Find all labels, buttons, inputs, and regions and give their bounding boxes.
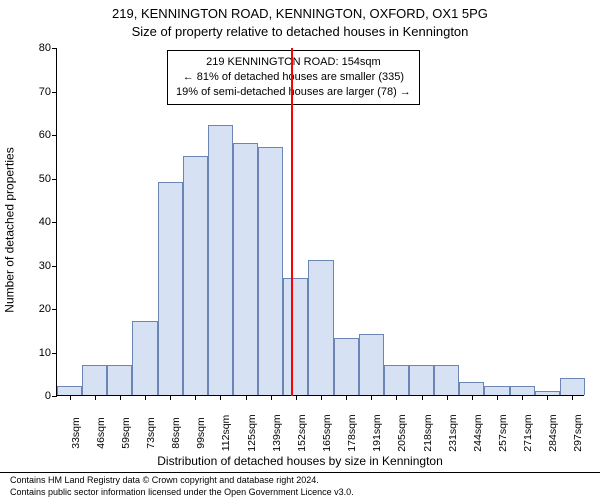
reference-line <box>291 48 293 396</box>
x-tick-mark <box>70 395 71 400</box>
x-tick-mark <box>271 395 272 400</box>
x-tick-mark <box>522 395 523 400</box>
x-tick-mark <box>422 395 423 400</box>
x-tick-mark <box>195 395 196 400</box>
x-tick-mark <box>145 395 146 400</box>
histogram-bar <box>183 156 208 395</box>
x-tick-label: 244sqm <box>472 408 484 458</box>
legend-line-1: 219 KENNINGTON ROAD: 154sqm <box>176 55 411 70</box>
histogram-bar <box>384 365 409 395</box>
x-tick-mark <box>447 395 448 400</box>
histogram-bar <box>233 143 258 395</box>
x-tick-label: 257sqm <box>497 408 509 458</box>
x-tick-label: 165sqm <box>321 408 333 458</box>
y-tick-label: 70 <box>23 86 51 98</box>
legend-line-3: 19% of semi-detached houses are larger (… <box>176 85 411 100</box>
y-tick-label: 60 <box>23 129 51 141</box>
histogram-bar <box>308 260 333 395</box>
x-tick-label: 271sqm <box>522 408 534 458</box>
x-tick-label: 205sqm <box>396 408 408 458</box>
y-tick-mark <box>52 353 57 354</box>
footer-line-1: Contains HM Land Registry data © Crown c… <box>10 475 600 486</box>
x-tick-label: 112sqm <box>220 408 232 458</box>
x-tick-mark <box>170 395 171 400</box>
x-tick-mark <box>120 395 121 400</box>
histogram-bar <box>459 382 484 395</box>
y-axis-label: Number of detached properties <box>2 0 18 460</box>
histogram-bar <box>510 386 535 395</box>
x-tick-label: 86sqm <box>170 408 182 458</box>
histogram-bar <box>258 147 283 395</box>
chart-container: 219, KENNINGTON ROAD, KENNINGTON, OXFORD… <box>0 0 600 500</box>
x-tick-label: 139sqm <box>271 408 283 458</box>
y-tick-mark <box>52 92 57 93</box>
x-tick-label: 178sqm <box>346 408 358 458</box>
y-tick-label: 40 <box>23 216 51 228</box>
x-tick-mark <box>371 395 372 400</box>
x-tick-mark <box>296 395 297 400</box>
x-tick-mark <box>497 395 498 400</box>
y-tick-label: 10 <box>23 347 51 359</box>
title-address: 219, KENNINGTON ROAD, KENNINGTON, OXFORD… <box>0 6 600 21</box>
x-tick-mark <box>321 395 322 400</box>
legend-line-2: ← 81% of detached houses are smaller (33… <box>176 70 411 85</box>
y-tick-label: 0 <box>23 390 51 402</box>
x-tick-label: 231sqm <box>447 408 459 458</box>
histogram-bar <box>560 378 585 395</box>
y-tick-mark <box>52 222 57 223</box>
x-tick-label: 125sqm <box>246 408 258 458</box>
x-tick-label: 191sqm <box>371 408 383 458</box>
footer: Contains HM Land Registry data © Crown c… <box>0 472 600 500</box>
histogram-bar <box>484 386 509 395</box>
x-tick-mark <box>396 395 397 400</box>
histogram-bar <box>57 386 82 395</box>
x-tick-label: 99sqm <box>195 408 207 458</box>
x-axis-label: Distribution of detached houses by size … <box>0 454 600 468</box>
legend-box: 219 KENNINGTON ROAD: 154sqm ← 81% of det… <box>167 50 420 105</box>
histogram-bar <box>334 338 359 395</box>
histogram-bar <box>409 365 434 395</box>
y-tick-mark <box>52 396 57 397</box>
x-tick-label: 33sqm <box>70 408 82 458</box>
histogram-bar <box>283 278 308 395</box>
y-tick-mark <box>52 135 57 136</box>
title-subtitle: Size of property relative to detached ho… <box>0 24 600 39</box>
y-tick-mark <box>52 266 57 267</box>
x-tick-mark <box>547 395 548 400</box>
y-tick-label: 80 <box>23 42 51 54</box>
footer-line-2: Contains public sector information licen… <box>10 487 600 498</box>
x-tick-mark <box>246 395 247 400</box>
x-tick-mark <box>220 395 221 400</box>
x-tick-label: 284sqm <box>547 408 559 458</box>
y-tick-label: 20 <box>23 303 51 315</box>
histogram-bar <box>107 365 132 395</box>
x-tick-mark <box>572 395 573 400</box>
plot-area: 219 KENNINGTON ROAD: 154sqm ← 81% of det… <box>56 48 584 396</box>
histogram-bar <box>132 321 157 395</box>
x-tick-label: 218sqm <box>422 408 434 458</box>
y-axis-label-text: Number of detached properties <box>3 147 17 312</box>
x-tick-mark <box>346 395 347 400</box>
y-tick-label: 50 <box>23 173 51 185</box>
histogram-bar <box>359 334 384 395</box>
histogram-bar <box>82 365 107 395</box>
y-tick-mark <box>52 179 57 180</box>
x-tick-mark <box>95 395 96 400</box>
x-tick-mark <box>472 395 473 400</box>
x-tick-label: 297sqm <box>572 408 584 458</box>
x-tick-label: 59sqm <box>120 408 132 458</box>
histogram-bar <box>208 125 233 395</box>
y-tick-label: 30 <box>23 260 51 272</box>
x-tick-label: 152sqm <box>296 408 308 458</box>
x-tick-label: 73sqm <box>145 408 157 458</box>
histogram-bar <box>434 365 459 395</box>
histogram-bar <box>158 182 183 395</box>
x-tick-label: 46sqm <box>95 408 107 458</box>
y-tick-mark <box>52 48 57 49</box>
y-tick-mark <box>52 309 57 310</box>
